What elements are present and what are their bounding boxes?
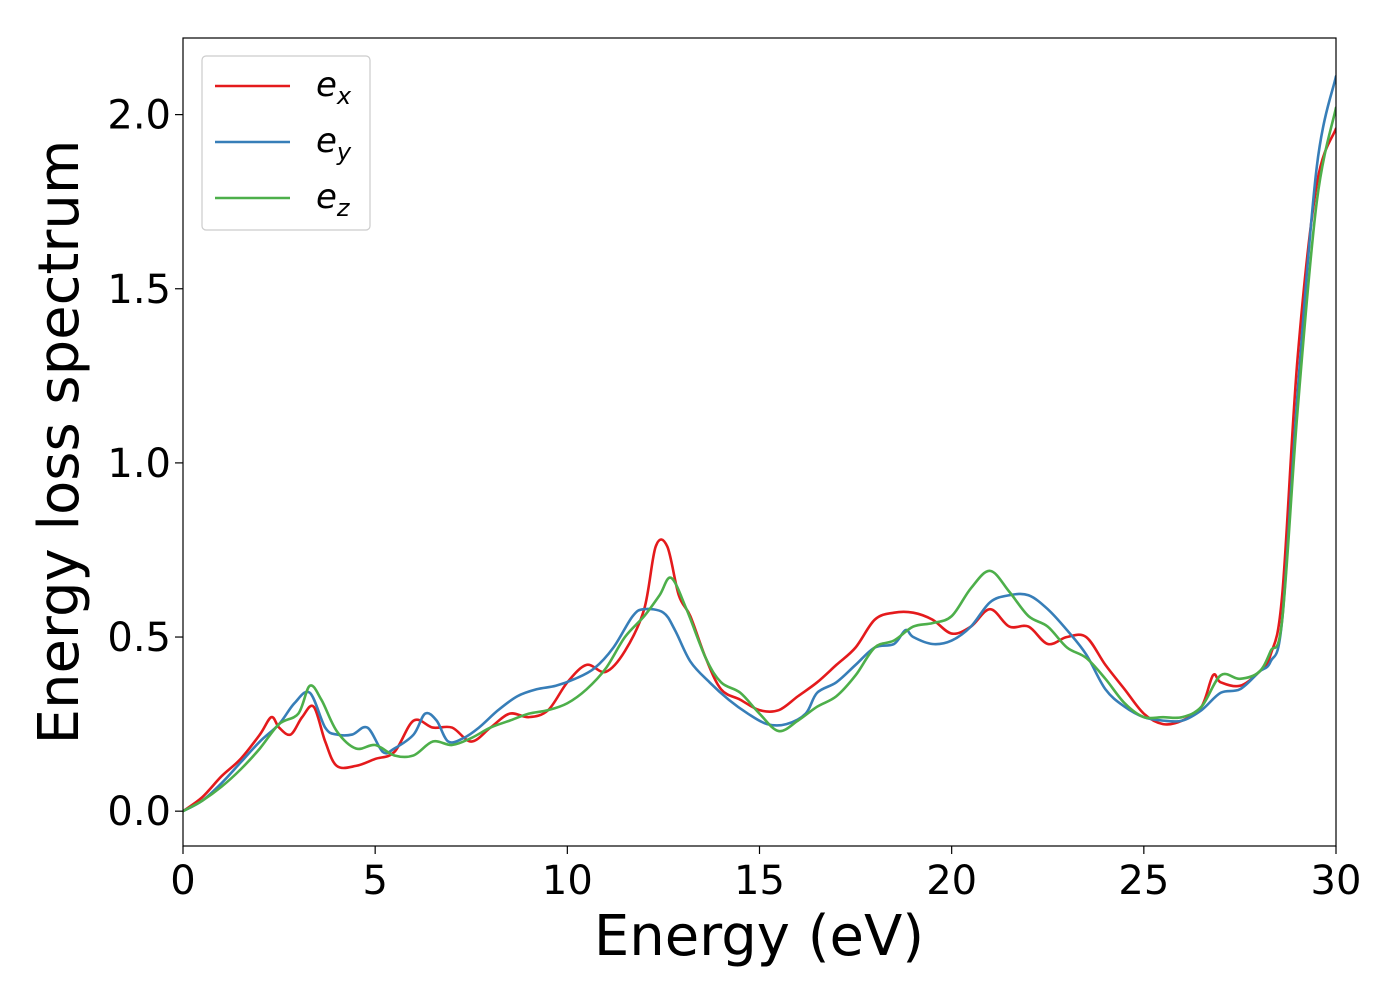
legend-label-z: ez [316,177,351,222]
series-line-e-y [183,75,1336,813]
series-line-e-z [183,106,1336,813]
y-tick-label: 1.0 [107,441,171,487]
x-tick-label: 30 [1311,858,1362,904]
legend-label-base: e [316,65,337,105]
x-axis: 0 5 10 15 20 25 30 [170,846,1361,904]
y-tick-label: 0.0 [107,789,171,835]
x-tick-label: 5 [362,858,387,904]
legend-label-base: e [316,121,337,161]
y-axis-title: Energy loss spectrum [27,140,92,745]
y-tick-label: 1.5 [107,267,171,313]
series-layer [183,75,1336,813]
x-tick-label: 0 [170,858,195,904]
y-tick-label: 0.5 [107,615,171,661]
legend-label-subscript: y [336,138,352,166]
legend-label-y: ey [316,121,352,166]
x-tick-label: 10 [542,858,593,904]
legend-label-subscript: x [336,82,352,110]
y-tick-label: 2.0 [107,93,171,139]
legend-label-base: e [316,177,337,217]
legend-label-subscript: z [336,194,351,222]
x-tick-label: 15 [734,858,785,904]
x-axis-title: Energy (eV) [594,904,924,969]
legend-label-x: ex [316,65,352,110]
x-tick-label: 25 [1118,858,1169,904]
y-axis: 0.0 0.5 1.0 1.5 2.0 [107,93,183,835]
x-tick-label: 20 [926,858,977,904]
